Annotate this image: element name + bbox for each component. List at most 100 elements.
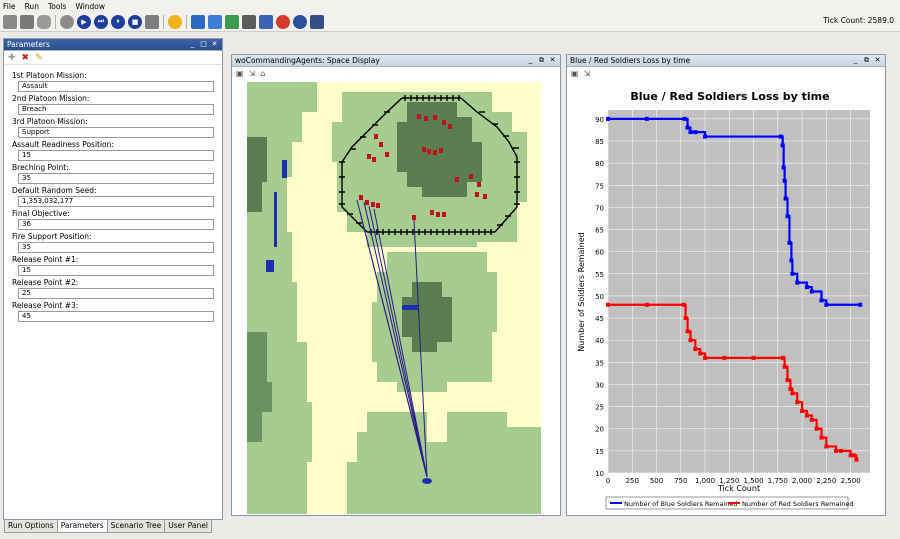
close-icon[interactable]: ✕: [549, 56, 556, 64]
folder-icon[interactable]: [3, 14, 17, 29]
edit-icon[interactable]: ✎: [35, 52, 43, 63]
red-data-point: [693, 347, 698, 352]
tab-parameters[interactable]: Parameters: [56, 520, 108, 533]
movie-icon[interactable]: [225, 14, 239, 29]
play-icon[interactable]: ▶: [77, 14, 91, 29]
remove-icon[interactable]: ✖: [21, 52, 30, 63]
probe-icon[interactable]: ⇲: [583, 68, 591, 78]
blue-data-point: [804, 285, 809, 290]
chart-legend: Number of Blue Soldiers Remained Number …: [605, 496, 853, 510]
y-tick-label: 50: [595, 293, 604, 301]
stop-icon[interactable]: ■: [128, 14, 142, 29]
red-data-point: [809, 417, 814, 422]
red-data-point: [703, 355, 708, 360]
parameter-field[interactable]: Assault: [18, 81, 214, 92]
maximize-icon[interactable]: □: [200, 40, 207, 48]
blue-data-point: [782, 178, 787, 183]
probe-icon[interactable]: ⇲: [248, 68, 256, 78]
y-tick-label: 15: [595, 448, 604, 456]
parameter-row: Fire Support Position: 35: [4, 231, 222, 253]
x-tick-label: 500: [650, 477, 663, 485]
x-tick-label: 0: [606, 477, 610, 485]
parameter-field[interactable]: Breach: [18, 104, 214, 115]
perimeter-markers: [339, 95, 520, 235]
reset-icon[interactable]: [145, 14, 159, 29]
menu-file[interactable]: File: [3, 1, 16, 11]
red-data-point: [819, 435, 824, 440]
save-icon[interactable]: [20, 14, 34, 29]
menu-run[interactable]: Run: [24, 1, 39, 11]
blue-data-point: [688, 130, 693, 135]
parameter-label: Assault Readiness Position:: [12, 140, 114, 149]
database-icon[interactable]: [37, 14, 51, 29]
y-tick-label: 60: [595, 249, 604, 257]
tab-user-panel[interactable]: User Panel: [164, 520, 212, 533]
parameter-field[interactable]: Support: [18, 127, 214, 138]
y-tick-label: 75: [595, 182, 604, 190]
camera-icon[interactable]: [208, 14, 222, 29]
blue-data-point: [644, 116, 649, 121]
zoom-icon[interactable]: ▣: [571, 68, 579, 78]
menu-window[interactable]: Window: [75, 1, 106, 11]
parameter-list: 1st Platoon Mission: Assault 2nd Platoon M…: [4, 65, 222, 322]
add-icon[interactable]: ✚: [8, 52, 16, 63]
chart-title-bar: Blue / Red Soldiers Loss by time _ ⧉ ✕: [567, 55, 885, 67]
parameter-field[interactable]: 1,353,032,177: [18, 196, 214, 207]
home-icon[interactable]: ⌂: [260, 68, 266, 78]
stop-circle-icon[interactable]: [60, 14, 74, 29]
parameter-label: Release Point #3:: [12, 301, 79, 310]
x-tick-label: 2,500: [841, 477, 861, 485]
tab-scenario-tree[interactable]: Scenario Tree: [106, 520, 166, 533]
blue-data-point: [778, 134, 783, 139]
parameter-field[interactable]: 35: [18, 173, 214, 184]
export-icon[interactable]: [310, 14, 324, 29]
y-tick-label: 90: [595, 116, 604, 124]
blue-data-point: [693, 130, 698, 135]
lightbulb-icon[interactable]: [168, 14, 182, 29]
blue-data-point: [819, 298, 824, 303]
parameter-field[interactable]: 35: [18, 242, 214, 253]
grid-icon[interactable]: [259, 14, 273, 29]
zoom-icon[interactable]: ▣: [236, 68, 244, 78]
x-tick-label: 1,000: [695, 477, 715, 485]
space-display-canvas[interactable]: [247, 82, 541, 514]
snapshot-icon[interactable]: [242, 14, 256, 29]
minimize-icon[interactable]: _: [190, 40, 195, 48]
globe-icon[interactable]: [191, 14, 205, 29]
red-data-point: [683, 316, 688, 321]
grid-lines: [607, 110, 870, 474]
close-icon[interactable]: ✕: [211, 40, 218, 48]
minimize-icon[interactable]: _: [853, 56, 858, 64]
parameter-label: Release Point #2:: [12, 278, 79, 287]
parameter-row: 3rd Platoon Mission: Support: [4, 116, 222, 138]
red-data-point: [698, 351, 703, 356]
chart-icon[interactable]: [276, 14, 290, 29]
parameter-field[interactable]: 36: [18, 219, 214, 230]
parameter-field[interactable]: 25: [18, 288, 214, 299]
parameter-row: Release Point #1: 15: [4, 254, 222, 276]
parameter-field[interactable]: 45: [18, 311, 214, 322]
maximize-icon[interactable]: ⧉: [864, 56, 869, 64]
red-series: [606, 302, 859, 462]
parameter-label: 2nd Platoon Mission:: [12, 94, 90, 103]
minimize-icon[interactable]: _: [528, 56, 533, 64]
toolbar: ▶ ⏭ ⏸ ■: [0, 12, 900, 32]
red-data-point: [814, 426, 819, 431]
red-data-point: [681, 302, 686, 307]
pause-icon[interactable]: ⏸: [111, 14, 125, 29]
tab-run-options[interactable]: Run Options: [4, 520, 58, 533]
step-icon[interactable]: ⏭: [94, 14, 108, 29]
maximize-icon[interactable]: ⧉: [539, 56, 544, 64]
blue-data-point: [824, 302, 829, 307]
record-icon[interactable]: [293, 14, 307, 29]
terrain-dark-west-2: [247, 332, 272, 442]
red-data-point: [782, 364, 787, 369]
y-tick-label: 40: [595, 337, 604, 345]
red-data-point: [788, 386, 793, 391]
parameter-field[interactable]: 15: [18, 265, 214, 276]
terrain-dark-hill: [402, 282, 452, 352]
menu-tools[interactable]: Tools: [47, 1, 67, 11]
close-icon[interactable]: ✕: [874, 56, 881, 64]
blue-data-point: [703, 134, 708, 139]
parameter-field[interactable]: 15: [18, 150, 214, 161]
